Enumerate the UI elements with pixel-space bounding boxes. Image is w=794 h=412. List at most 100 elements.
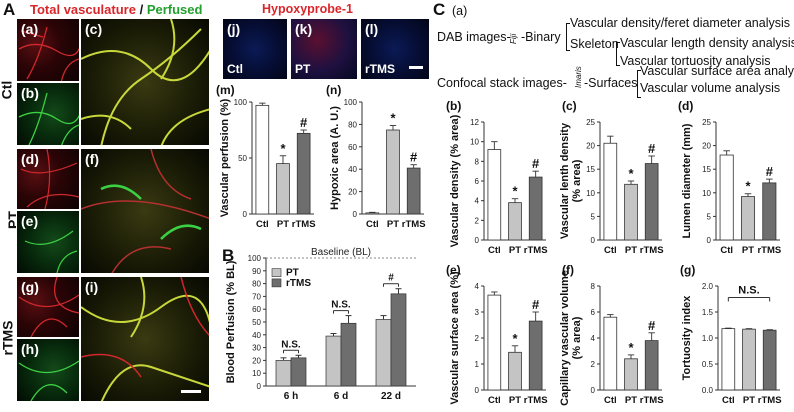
- y-tick-label: 12: [470, 118, 479, 127]
- y-tick-label: 100: [344, 98, 358, 107]
- tag-a: (a): [21, 21, 39, 37]
- scale-bar-l: [409, 66, 423, 69]
- significance-mark: *: [628, 166, 634, 181]
- y-tick-label: 2: [591, 360, 596, 369]
- significance-mark: *: [512, 331, 518, 346]
- y-tick-label: 40: [348, 165, 357, 174]
- y-tick-label: 5: [707, 212, 712, 221]
- x-tick-label: rTMS: [402, 219, 426, 230]
- bar-ctl: [255, 104, 270, 215]
- y-tick-label: 1.0: [702, 334, 714, 343]
- y-tick-label: 0: [591, 236, 596, 245]
- bar-rtms: [528, 176, 543, 241]
- bar-rtms: [644, 340, 659, 391]
- micrograph-b: (b): [16, 82, 80, 146]
- significance-mark: #: [300, 115, 308, 130]
- bar-pt: [386, 129, 400, 215]
- x-tick-label: Ctl: [720, 245, 733, 256]
- bar-ctl: [365, 212, 380, 215]
- flow-brace-3: [637, 70, 641, 98]
- x-tick-label: PT: [509, 395, 521, 406]
- bar-rtms: [762, 182, 777, 241]
- micrograph-c: (c): [80, 18, 210, 146]
- y-tick-label: 25: [586, 118, 595, 127]
- micrograph-e: (e): [16, 210, 80, 274]
- micrograph-k: (k) PT: [290, 18, 358, 80]
- bar-ctl: [603, 316, 618, 391]
- y-tick-label: 15: [702, 165, 711, 174]
- legend-swatch: [271, 278, 282, 288]
- micrograph-l: (l) rTMS: [360, 18, 430, 80]
- y-tick-label: 40: [252, 331, 261, 340]
- chart-panel-tag: (d): [678, 99, 693, 113]
- bar-pt: [624, 358, 638, 391]
- bar-ctl: [721, 328, 736, 391]
- panel-letter-b: B: [222, 246, 235, 265]
- y-tick-label: 50: [238, 154, 247, 163]
- flow-imaris: Imaris: [574, 66, 583, 88]
- flow-brace-1: [566, 23, 570, 51]
- group-tag-k: PT: [295, 62, 311, 76]
- x-tick-label: Ctl: [488, 395, 501, 406]
- y-axis-label: Blood Perfusion (% BL): [225, 260, 237, 383]
- bar-rtms: [390, 293, 407, 387]
- x-tick-label: Ctl: [722, 395, 735, 406]
- bar-ctl: [719, 154, 734, 241]
- legend-swatch: [271, 268, 282, 277]
- significance-mark: *: [628, 340, 634, 355]
- flow-out1: Vascular density/feret diameter analysis: [570, 16, 791, 30]
- tag-b: (b): [21, 85, 39, 101]
- bracket-label: #: [388, 273, 394, 284]
- legend-label: rTMS: [286, 278, 311, 289]
- y-tick-label: 0: [257, 382, 262, 391]
- bar-pt: [276, 163, 290, 215]
- y-axis-label: Tortuosity index: [681, 295, 693, 381]
- y-tick-label: 30: [252, 344, 261, 353]
- y-tick-label: 0: [707, 236, 712, 245]
- significance-mark: #: [532, 297, 540, 312]
- micrograph-h: (h): [16, 338, 80, 402]
- bracket-label: N.S.: [281, 339, 301, 350]
- row-label-rtms: rTMS: [0, 320, 16, 356]
- y-tick-label: 0: [243, 210, 248, 219]
- y-tick-label: 5: [591, 212, 596, 221]
- chart-capillary-vascular-volume: 0 2 4 6 8 Capillary vascular volume (% area) (f…: [560, 263, 664, 406]
- y-tick-label: 80: [348, 120, 357, 129]
- y-tick-label: 10: [252, 369, 261, 378]
- x-tick-label: PT: [277, 219, 289, 230]
- y-axis-label: (% area): [571, 159, 583, 202]
- y-tick-label: 0: [475, 236, 480, 245]
- x-tick-label: rTMS: [292, 219, 316, 230]
- x-tick-label: rTMS: [524, 245, 548, 256]
- chart-blood-perfusion: 0 10 20 30 40 50 60 70 80 90 100 Blood Perfusion (%…: [225, 247, 416, 402]
- row-label-ctl: Ctl: [0, 80, 15, 100]
- y-tick-label: 2: [475, 334, 480, 343]
- y-tick-label: 2.0: [702, 282, 714, 291]
- chart-vascular-surface-area: 0 1 2 3 4 Vascular surface area (%)(e) Ctl * PT #…: [446, 263, 548, 406]
- bar-rtms: [406, 167, 421, 215]
- flow-skeleton: Skeleton: [570, 37, 619, 51]
- bar-pt: [624, 183, 638, 241]
- y-tick-label: 0: [475, 386, 480, 395]
- bar-pt: [375, 319, 392, 387]
- tag-j: (j): [227, 21, 241, 37]
- tag-g: (g): [21, 279, 39, 295]
- chart-panel-tag: (e): [446, 263, 461, 277]
- bar-rtms: [528, 320, 543, 391]
- y-tick-label: 8: [475, 157, 480, 166]
- y-tick-label: 15: [586, 165, 595, 174]
- bar-rtms: [290, 357, 307, 387]
- bar-pt: [508, 202, 522, 241]
- tag-c: (c): [85, 21, 103, 37]
- y-tick-label: 2: [475, 216, 480, 225]
- y-axis-label: (% area): [571, 316, 583, 359]
- y-tick-label: 0.0: [702, 386, 714, 395]
- header-perfused: Perfused: [146, 2, 203, 17]
- significance-mark: #: [648, 141, 656, 156]
- x-tick-label: PT: [625, 395, 637, 406]
- flow-confocal: Confocal stack images-: [437, 76, 567, 90]
- y-tick-label: 20: [348, 188, 357, 197]
- bar-pt: [275, 360, 292, 387]
